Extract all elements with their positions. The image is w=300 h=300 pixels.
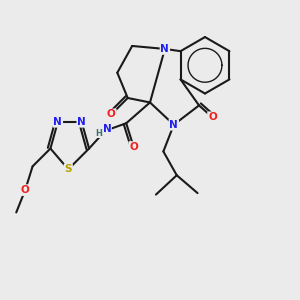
Text: H: H <box>95 129 102 138</box>
Text: O: O <box>21 185 29 195</box>
Text: S: S <box>64 164 72 174</box>
Text: N: N <box>53 117 62 127</box>
Text: O: O <box>107 109 116 119</box>
Text: O: O <box>208 112 217 122</box>
Text: N: N <box>103 124 111 134</box>
Text: N: N <box>169 120 178 130</box>
Text: N: N <box>160 44 169 54</box>
Text: O: O <box>129 142 138 152</box>
Text: N: N <box>77 117 86 127</box>
